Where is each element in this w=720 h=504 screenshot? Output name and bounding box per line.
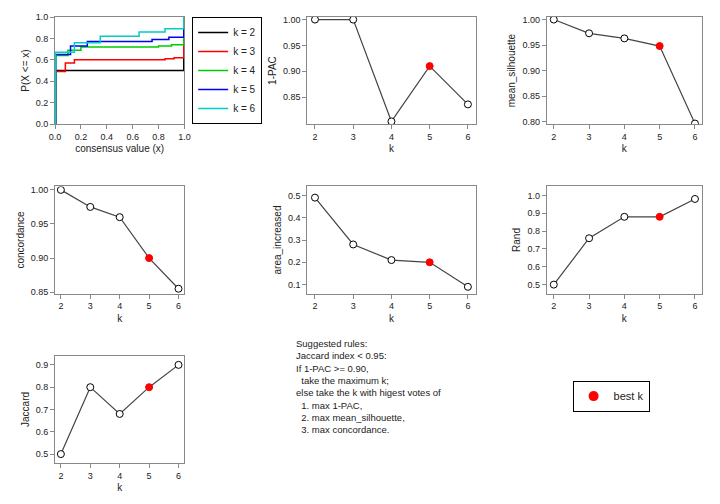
svg-text:0.6: 0.6: [126, 132, 139, 142]
svg-text:1.0: 1.0: [178, 132, 191, 142]
svg-text:0.7: 0.7: [36, 405, 49, 415]
svg-text:0.4: 0.4: [288, 213, 301, 223]
svg-text:4: 4: [622, 301, 627, 311]
svg-text:0.0: 0.0: [49, 132, 62, 142]
svg-text:5: 5: [657, 301, 662, 311]
svg-text:k: k: [389, 313, 395, 324]
svg-text:0.8: 0.8: [152, 132, 165, 142]
svg-text:0.95: 0.95: [31, 219, 49, 229]
svg-text:0.8: 0.8: [36, 34, 49, 44]
svg-text:k: k: [117, 482, 123, 493]
svg-text:4: 4: [622, 132, 627, 142]
svg-text:6: 6: [692, 301, 697, 311]
svg-text:3: 3: [88, 471, 93, 481]
svg-text:0.90: 0.90: [522, 66, 540, 76]
svg-text:0.5: 0.5: [527, 280, 540, 290]
svg-text:0.85: 0.85: [522, 91, 540, 101]
svg-text:0.7: 0.7: [527, 244, 540, 254]
svg-text:P(X <= x): P(X <= x): [20, 49, 31, 91]
svg-text:4: 4: [389, 132, 394, 142]
svg-text:consensus value (x): consensus value (x): [75, 143, 164, 154]
svg-text:0.2: 0.2: [288, 257, 301, 267]
svg-text:k = 4: k = 4: [233, 65, 255, 76]
svg-text:5: 5: [427, 132, 432, 142]
svg-text:3: 3: [351, 132, 356, 142]
svg-text:0.5: 0.5: [36, 449, 49, 459]
svg-text:Jaccard: Jaccard: [20, 392, 31, 427]
svg-text:k = 2: k = 2: [233, 27, 255, 38]
svg-text:0.95: 0.95: [283, 41, 301, 51]
svg-text:0.3: 0.3: [288, 235, 301, 245]
svg-text:2: 2: [58, 301, 63, 311]
svg-text:0.90: 0.90: [31, 253, 49, 263]
svg-text:concordance: concordance: [15, 211, 26, 269]
svg-text:0.6: 0.6: [36, 55, 49, 65]
svg-text:3: 3: [88, 301, 93, 311]
svg-text:0.85: 0.85: [31, 287, 49, 297]
svg-text:4: 4: [117, 301, 122, 311]
svg-text:mean_silhouette: mean_silhouette: [506, 33, 517, 107]
svg-text:1.00: 1.00: [283, 15, 301, 25]
svg-text:0.80: 0.80: [522, 117, 540, 127]
svg-text:5: 5: [427, 301, 432, 311]
svg-text:1.0: 1.0: [527, 191, 540, 201]
svg-text:k = 3: k = 3: [233, 46, 255, 57]
svg-text:1.00: 1.00: [31, 185, 49, 195]
svg-text:k: k: [622, 143, 628, 154]
svg-text:0.5: 0.5: [288, 191, 301, 201]
svg-text:0.6: 0.6: [36, 427, 49, 437]
svg-text:2: 2: [551, 301, 556, 311]
svg-text:0.9: 0.9: [36, 360, 49, 370]
svg-text:2: 2: [312, 301, 317, 311]
svg-text:0.1: 0.1: [288, 280, 301, 290]
svg-text:2: 2: [312, 132, 317, 142]
svg-text:1.00: 1.00: [522, 15, 540, 25]
svg-text:3: 3: [587, 301, 592, 311]
svg-text:Rand: Rand: [511, 228, 522, 252]
svg-text:0.2: 0.2: [75, 132, 88, 142]
svg-text:1.0: 1.0: [36, 12, 49, 22]
svg-text:0.8: 0.8: [527, 226, 540, 236]
svg-text:k = 5: k = 5: [233, 84, 255, 95]
svg-text:best k: best k: [614, 390, 644, 402]
svg-text:4: 4: [117, 471, 122, 481]
svg-text:0.4: 0.4: [101, 132, 114, 142]
svg-text:6: 6: [176, 301, 181, 311]
svg-text:2: 2: [551, 132, 556, 142]
svg-text:1-PAC: 1-PAC: [267, 56, 278, 85]
svg-text:5: 5: [147, 301, 152, 311]
svg-text:0.8: 0.8: [36, 382, 49, 392]
svg-text:5: 5: [147, 471, 152, 481]
svg-text:0.0: 0.0: [36, 119, 49, 129]
svg-text:4: 4: [389, 301, 394, 311]
svg-text:3: 3: [587, 132, 592, 142]
svg-text:0.4: 0.4: [36, 76, 49, 86]
svg-text:0.9: 0.9: [527, 208, 540, 218]
svg-text:k = 6: k = 6: [233, 103, 255, 114]
svg-text:0.95: 0.95: [522, 40, 540, 50]
svg-text:5: 5: [657, 132, 662, 142]
svg-text:2: 2: [58, 471, 63, 481]
svg-text:0.6: 0.6: [527, 262, 540, 272]
svg-text:6: 6: [465, 132, 470, 142]
svg-text:0.90: 0.90: [283, 66, 301, 76]
svg-text:Suggested rules:Jaccard index: Suggested rules:Jaccard index < 0.95:If …: [296, 338, 441, 435]
svg-text:6: 6: [465, 301, 470, 311]
svg-text:area_increased: area_increased: [272, 206, 283, 275]
svg-text:k: k: [622, 313, 628, 324]
svg-text:0.2: 0.2: [36, 98, 49, 108]
svg-text:0.85: 0.85: [283, 92, 301, 102]
svg-text:6: 6: [176, 471, 181, 481]
svg-text:k: k: [117, 313, 123, 324]
svg-text:6: 6: [692, 132, 697, 142]
svg-text:3: 3: [351, 301, 356, 311]
svg-text:k: k: [389, 143, 395, 154]
